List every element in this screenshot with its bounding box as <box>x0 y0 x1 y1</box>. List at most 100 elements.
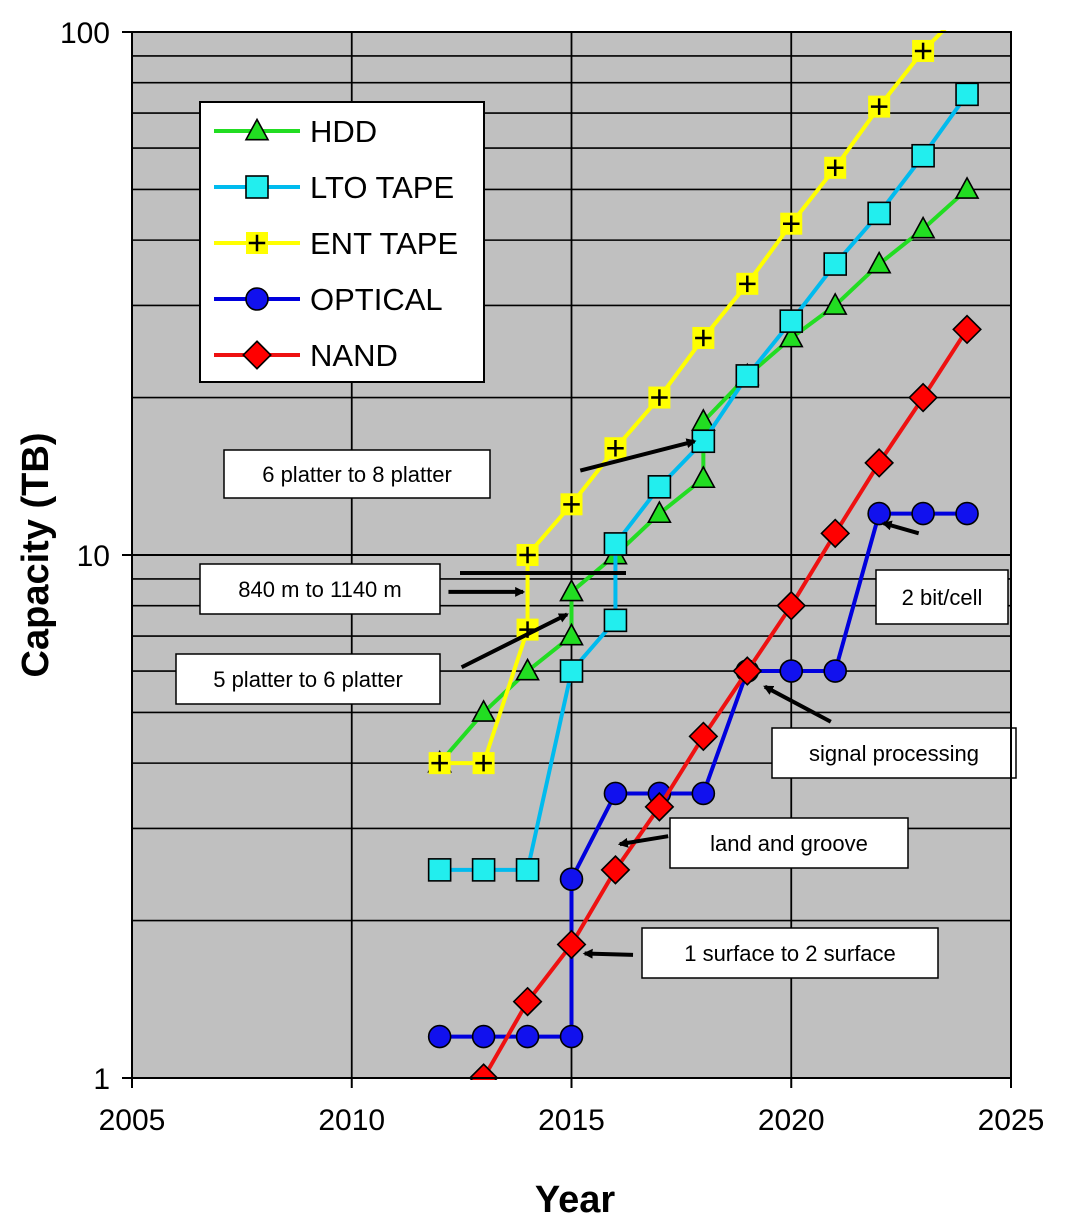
data-point <box>691 429 716 454</box>
data-point <box>910 215 936 239</box>
data-point <box>908 382 938 413</box>
annotation-box <box>223 449 491 499</box>
data-point <box>471 699 496 722</box>
marker-fill <box>956 0 978 17</box>
data-point <box>691 465 716 489</box>
legend-marker <box>244 117 270 141</box>
data-point <box>556 929 587 960</box>
annotation-box <box>175 653 441 705</box>
data-point <box>911 501 935 526</box>
data-point <box>559 578 584 602</box>
legend-label: HDD <box>310 114 377 149</box>
legend-label: OPTICAL <box>310 282 443 317</box>
axis-ticks: 2005 2010 2015 2020 2025 1 10 100 <box>60 17 1044 1137</box>
data-point <box>604 437 627 460</box>
data-point <box>468 1063 499 1080</box>
legend-marker <box>246 232 268 254</box>
data-point <box>824 156 847 179</box>
data-point <box>427 1024 452 1049</box>
data-point <box>823 659 848 683</box>
series-lto-tape <box>427 82 979 882</box>
annotation-arrow <box>582 948 634 959</box>
data-point <box>912 39 935 62</box>
annotation-text: 5 platter to 6 platter <box>213 667 403 692</box>
legend-label: LTO TAPE <box>310 170 454 205</box>
data-point <box>428 752 451 775</box>
data-point <box>512 986 543 1017</box>
data-point <box>471 1024 496 1049</box>
data-point <box>820 518 851 549</box>
data-point <box>648 386 671 409</box>
data-point <box>867 501 891 526</box>
data-point <box>559 1024 584 1049</box>
data-point <box>559 867 584 891</box>
data-point <box>647 475 672 499</box>
series-ent-tape <box>428 0 978 775</box>
annotation-text: 1 surface to 2 surface <box>684 941 896 966</box>
series-lines <box>427 0 982 1080</box>
data-point <box>427 858 452 882</box>
x-axis-title: Year <box>535 1179 616 1221</box>
y-tick-label: 1 <box>93 1063 110 1096</box>
data-point <box>603 532 628 556</box>
annotation-text: signal processing <box>809 741 979 766</box>
annotation-text: land and groove <box>710 831 868 856</box>
data-point <box>822 292 848 315</box>
data-point <box>647 500 672 524</box>
data-point <box>516 544 539 566</box>
data-point <box>603 781 628 806</box>
data-point <box>559 622 584 646</box>
y-tick-label: 10 <box>77 540 110 573</box>
annotation-box <box>771 727 1017 779</box>
annotation-text: 2 bit/cell <box>902 585 983 610</box>
data-point <box>692 326 715 349</box>
data-point <box>515 858 540 882</box>
x-tick-label: 2025 <box>978 1104 1045 1137</box>
data-point <box>868 95 891 118</box>
legend-marker <box>245 175 269 199</box>
data-point <box>688 721 719 752</box>
data-point <box>559 659 584 683</box>
data-point <box>955 82 979 107</box>
data-point <box>779 309 804 333</box>
data-point <box>779 659 804 683</box>
data-point <box>644 791 675 822</box>
data-point <box>515 657 540 681</box>
x-tick-label: 2005 <box>99 1104 166 1137</box>
data-point <box>864 448 895 478</box>
legend-label: ENT TAPE <box>310 226 458 261</box>
data-point <box>955 501 979 526</box>
data-point <box>823 252 848 276</box>
annotation-text: 6 platter to 8 platter <box>262 462 452 487</box>
data-point <box>780 212 803 235</box>
annotation-arrow <box>881 520 920 536</box>
annotation-text: 840 m to 1140 m <box>238 577 401 602</box>
data-point <box>691 781 716 806</box>
y-axis-title: Capacity (TB) <box>15 433 57 678</box>
data-point <box>954 176 980 199</box>
x-tick-label: 2020 <box>758 1104 825 1137</box>
data-point <box>867 201 891 226</box>
data-point <box>732 656 763 686</box>
y-tick-label: 100 <box>60 17 110 50</box>
data-point <box>600 854 631 885</box>
data-point <box>471 858 496 882</box>
data-point <box>515 1024 540 1049</box>
annotation-box <box>669 817 909 869</box>
data-point <box>866 250 892 274</box>
data-point <box>776 590 807 621</box>
legend-marker <box>242 340 272 370</box>
legend-marker <box>245 287 269 311</box>
annotation-box <box>875 569 1009 625</box>
legend-label: NAND <box>310 338 398 373</box>
annotation-arrow <box>579 438 697 473</box>
data-point <box>736 272 759 295</box>
data-point <box>735 364 760 388</box>
data-point <box>952 314 982 345</box>
data-point <box>603 608 628 633</box>
annotation-arrow <box>617 834 669 848</box>
x-tick-label: 2015 <box>538 1104 605 1137</box>
annotation-box <box>199 563 441 615</box>
data-point <box>911 143 935 168</box>
